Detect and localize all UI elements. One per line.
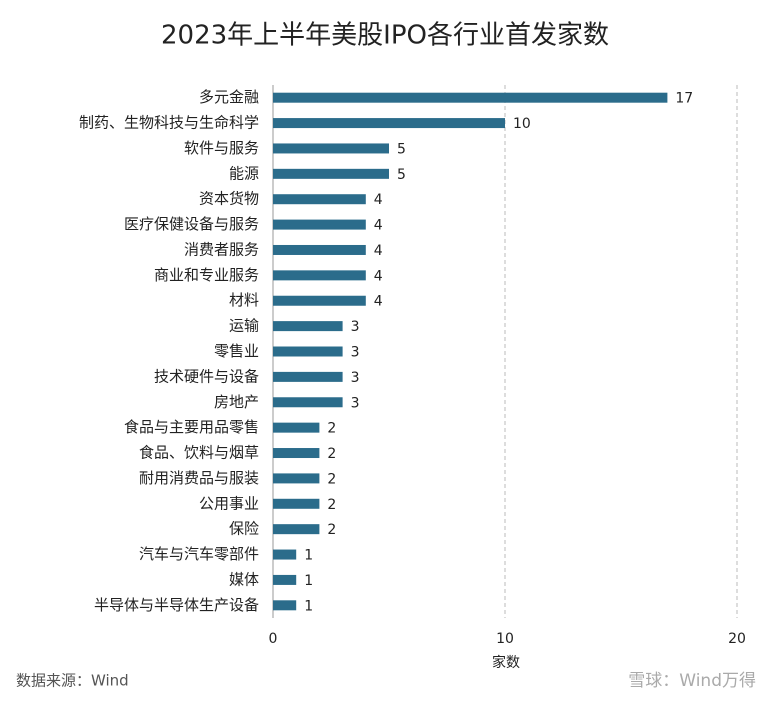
value-label: 2 — [327, 497, 336, 513]
value-label: 17 — [675, 91, 693, 107]
value-label: 2 — [327, 446, 336, 462]
value-label: 4 — [374, 218, 383, 234]
value-label: 1 — [304, 573, 313, 589]
value-label: 3 — [351, 395, 360, 411]
y-tick-label: 制药、生物科技与生命科学 — [79, 114, 259, 132]
x-axis-label: 家数 — [492, 654, 520, 671]
bar — [273, 143, 389, 154]
y-tick-label: 食品、饮料与烟草 — [139, 444, 259, 462]
bar — [273, 448, 320, 459]
bar — [273, 549, 297, 560]
y-tick-label: 消费者服务 — [184, 240, 259, 258]
bar — [273, 371, 343, 382]
y-tick-label: 公用事业 — [199, 494, 259, 512]
y-tick-label: 零售业 — [214, 342, 259, 360]
bar — [273, 270, 366, 281]
chart-title: 2023年上半年美股IPO各行业首发家数 — [161, 21, 609, 51]
value-label: 4 — [374, 268, 383, 284]
y-tick-label: 半导体与半导体生产设备 — [94, 596, 259, 614]
bar — [273, 574, 297, 585]
y-tick-label: 能源 — [229, 164, 259, 182]
value-label: 4 — [374, 243, 383, 259]
bar — [273, 524, 320, 535]
y-tick-label: 材料 — [229, 291, 259, 309]
bar — [273, 321, 343, 332]
y-tick-label: 耐用消费品与服装 — [139, 469, 259, 487]
bar — [273, 397, 343, 408]
value-label: 2 — [327, 471, 336, 487]
y-tick-label: 房地产 — [214, 393, 259, 411]
bar — [273, 498, 320, 509]
bar — [273, 295, 366, 306]
y-tick-label: 商业和专业服务 — [154, 266, 259, 284]
y-tick-label: 汽车与汽车零部件 — [139, 545, 259, 563]
bar — [273, 168, 389, 179]
y-tick-label: 医疗保健设备与服务 — [124, 215, 259, 233]
bar — [273, 600, 297, 611]
y-tick-label: 食品与主要用品零售 — [124, 418, 259, 436]
value-label: 1 — [304, 598, 313, 614]
x-tick-label: 10 — [496, 631, 514, 647]
value-label: 3 — [351, 319, 360, 335]
y-tick-label: 媒体 — [229, 570, 259, 588]
bar — [273, 473, 320, 484]
watermark: 雪球：Wind万得 — [628, 671, 756, 691]
value-label: 3 — [351, 370, 360, 386]
y-tick-label: 资本货物 — [199, 190, 259, 208]
y-tick-label: 运输 — [229, 317, 259, 335]
value-label: 2 — [327, 522, 336, 538]
bar — [273, 219, 366, 230]
bar — [273, 194, 366, 205]
y-tick-label: 软件与服务 — [184, 139, 259, 157]
y-tick-label: 保险 — [229, 520, 259, 538]
bar — [273, 92, 668, 103]
value-label: 10 — [513, 116, 531, 132]
bar — [273, 118, 505, 129]
value-label: 1 — [304, 548, 313, 564]
x-tick-label: 0 — [269, 631, 278, 647]
y-tick-label: 多元金融 — [199, 88, 259, 106]
y-tick-label: 技术硬件与设备 — [154, 367, 259, 385]
value-label: 4 — [374, 294, 383, 310]
value-label: 4 — [374, 192, 383, 208]
bar — [273, 346, 343, 357]
source-note: 数据来源：Wind — [16, 672, 129, 690]
value-label: 3 — [351, 345, 360, 361]
value-label: 5 — [397, 141, 406, 157]
bar — [273, 422, 320, 433]
x-tick-label: 20 — [728, 631, 746, 647]
bar — [273, 244, 366, 255]
value-label: 2 — [327, 421, 336, 437]
value-label: 5 — [397, 167, 406, 183]
